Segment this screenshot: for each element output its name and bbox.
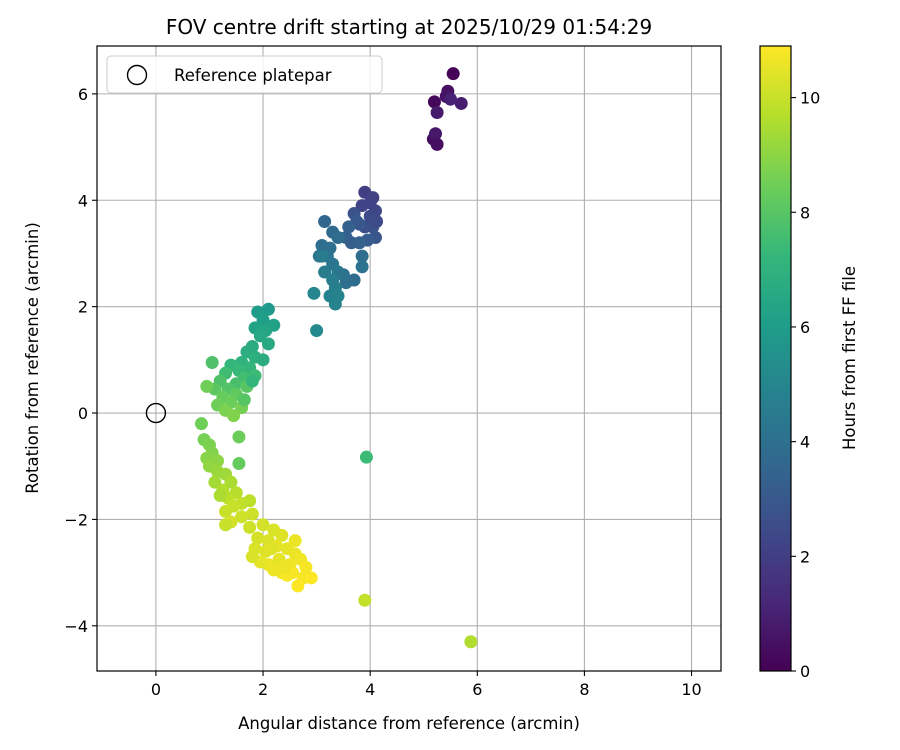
data-point <box>256 518 270 532</box>
data-point <box>427 95 441 109</box>
data-point <box>328 297 342 311</box>
x-tick-label: 6 <box>472 680 482 699</box>
chart-title: FOV centre drift starting at 2025/10/29 … <box>166 15 652 39</box>
legend-label: Reference platepar <box>174 66 332 85</box>
plot-frame <box>96 45 722 672</box>
data-point <box>245 507 259 521</box>
data-point <box>235 510 249 524</box>
grid-lines <box>97 46 721 671</box>
data-point <box>200 379 214 393</box>
data-point <box>358 593 372 607</box>
data-point <box>245 550 259 564</box>
data-point <box>291 579 305 593</box>
y-tick-label: 4 <box>78 191 88 210</box>
colorbar-tick-label: 6 <box>800 318 810 337</box>
data-point <box>347 273 361 287</box>
x-tick-label: 2 <box>258 680 268 699</box>
colorbar-tick-label: 8 <box>800 203 810 222</box>
y-tick-label: −4 <box>64 617 88 636</box>
data-point <box>336 268 350 282</box>
data-point <box>359 450 373 464</box>
data-point <box>232 430 246 444</box>
data-point <box>243 520 257 534</box>
colorbar-tick-label: 4 <box>800 433 810 452</box>
data-point <box>370 215 384 229</box>
data-points <box>194 67 478 649</box>
data-point <box>318 215 332 229</box>
data-point <box>363 196 377 210</box>
data-point <box>256 313 270 327</box>
colorbar <box>760 46 791 671</box>
x-tick-label: 4 <box>365 680 375 699</box>
data-point <box>299 560 313 574</box>
colorbar-tick-label: 0 <box>800 662 810 681</box>
legend-box <box>106 55 383 94</box>
data-point <box>315 249 329 263</box>
data-point <box>318 265 332 279</box>
data-point <box>454 96 468 110</box>
data-point <box>261 302 275 316</box>
data-point <box>355 249 369 263</box>
data-point <box>261 337 275 351</box>
colorbar-ticks: 0 2 4 6 8 10 <box>791 89 820 681</box>
colorbar-frame <box>759 45 792 672</box>
data-point <box>219 518 233 532</box>
data-point <box>304 571 318 585</box>
data-point <box>256 353 270 367</box>
colorbar-label: Hours from first FF file <box>840 266 859 450</box>
reference-platepar-marker <box>145 402 167 424</box>
data-point <box>446 67 460 81</box>
y-tick-label: −2 <box>64 510 88 529</box>
legend-marker <box>126 64 148 86</box>
data-point <box>430 137 444 151</box>
data-point <box>243 494 257 508</box>
data-point <box>429 127 443 141</box>
data-point <box>288 534 302 548</box>
data-point <box>352 236 366 250</box>
data-point <box>237 393 251 407</box>
y-axis-ticks: −4 −2 0 2 4 6 <box>64 85 97 636</box>
data-point <box>253 329 267 343</box>
x-tick-label: 0 <box>151 680 161 699</box>
data-point <box>430 105 444 119</box>
colorbar-tick-label: 2 <box>800 547 810 566</box>
colorbar-tick-label: 10 <box>800 89 820 108</box>
data-point <box>232 457 246 471</box>
data-point <box>219 504 233 518</box>
y-tick-label: 0 <box>78 404 88 423</box>
data-point <box>310 324 324 338</box>
legend: Reference platepar <box>106 55 383 94</box>
data-point <box>331 230 345 244</box>
data-point <box>464 635 478 649</box>
data-point <box>264 542 278 556</box>
data-point <box>227 409 241 423</box>
x-tick-label: 10 <box>681 680 701 699</box>
data-point <box>194 417 208 431</box>
data-point <box>205 355 219 369</box>
data-point <box>342 220 356 234</box>
data-point <box>355 260 369 274</box>
data-point <box>275 528 289 542</box>
x-axis-label: Angular distance from reference (arcmin) <box>238 714 580 733</box>
x-tick-label: 8 <box>579 680 589 699</box>
y-tick-label: 2 <box>78 298 88 317</box>
x-axis-ticks: 0 2 4 6 8 10 <box>151 671 702 699</box>
data-point <box>267 563 281 577</box>
data-point <box>307 286 321 300</box>
y-axis-label: Rotation from reference (arcmin) <box>23 222 42 494</box>
data-point <box>213 488 227 502</box>
data-point <box>224 475 238 489</box>
data-point <box>277 560 291 574</box>
data-point <box>208 475 222 489</box>
y-tick-label: 6 <box>78 85 88 104</box>
data-point <box>251 531 265 545</box>
data-point <box>245 374 259 388</box>
data-point <box>444 92 458 106</box>
